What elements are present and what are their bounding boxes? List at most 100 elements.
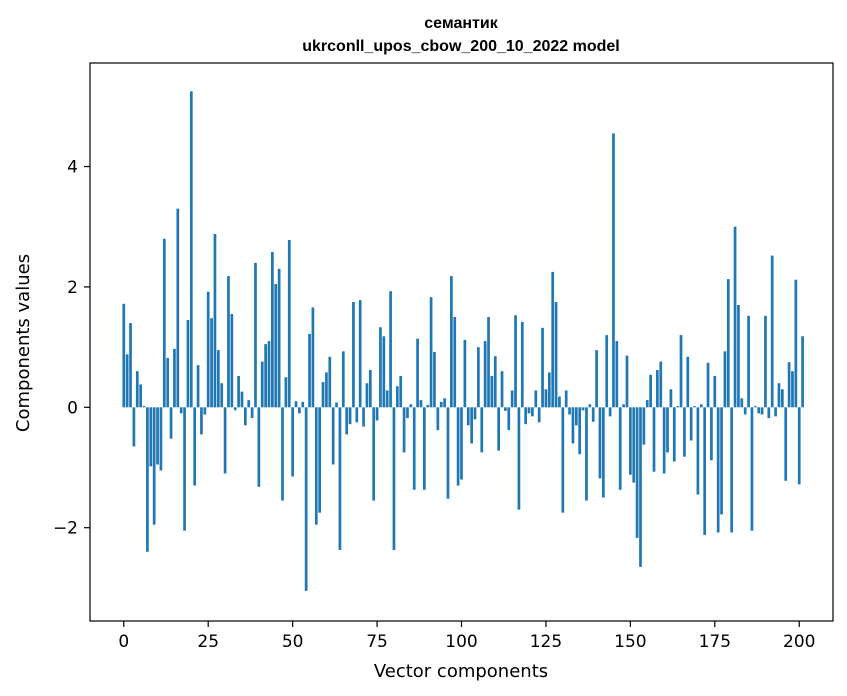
bar <box>656 369 659 408</box>
bar <box>426 404 430 408</box>
x-tick-label: 175 <box>699 632 731 652</box>
bar <box>348 407 352 425</box>
bar <box>139 384 143 408</box>
bar <box>372 407 376 501</box>
bar <box>308 333 311 408</box>
bar <box>355 407 359 423</box>
bar <box>564 390 568 408</box>
bar <box>149 407 153 467</box>
bar <box>578 407 582 455</box>
bar <box>652 407 656 472</box>
bar <box>598 407 602 479</box>
bar <box>335 402 338 408</box>
bar <box>764 315 767 408</box>
bar <box>189 91 193 408</box>
bar <box>733 226 737 408</box>
bar <box>463 339 467 408</box>
bar <box>493 356 497 408</box>
bar <box>423 407 426 490</box>
bar <box>784 407 788 481</box>
bar <box>220 383 224 408</box>
bar <box>274 283 278 408</box>
bar <box>740 398 744 408</box>
bars-group <box>122 91 804 591</box>
bar <box>132 407 136 447</box>
bar <box>514 315 517 408</box>
bar <box>757 407 761 414</box>
bar <box>176 208 180 408</box>
bar <box>591 407 595 422</box>
bar <box>504 407 507 411</box>
x-tick-label: 200 <box>783 632 815 652</box>
bar <box>510 390 514 408</box>
bar <box>227 276 230 408</box>
bar <box>240 391 244 408</box>
bar <box>257 407 261 487</box>
bar <box>125 354 129 408</box>
bar <box>642 407 646 445</box>
x-tick-label: 100 <box>445 632 477 652</box>
bar <box>527 407 531 414</box>
bar <box>794 279 798 408</box>
bar <box>625 355 629 408</box>
bar <box>791 371 794 408</box>
x-tick-label: 50 <box>282 632 304 652</box>
bar <box>605 335 609 408</box>
bar <box>443 398 446 408</box>
bar <box>406 407 409 419</box>
bar <box>439 401 443 408</box>
bar <box>601 407 605 498</box>
bar <box>264 344 267 408</box>
bar <box>672 407 676 462</box>
bar <box>331 407 335 465</box>
bar <box>456 407 460 486</box>
bar <box>122 303 126 408</box>
bar <box>223 407 227 474</box>
bar <box>517 407 521 510</box>
bar <box>244 407 247 426</box>
bar <box>774 407 777 417</box>
bar <box>142 406 146 408</box>
bar <box>466 407 470 426</box>
bar <box>780 389 784 408</box>
bar <box>720 407 723 515</box>
bar <box>551 271 555 408</box>
bar <box>281 407 284 501</box>
bar <box>713 376 717 408</box>
bar <box>531 407 534 417</box>
bar <box>156 407 159 465</box>
bar <box>497 407 500 451</box>
bar <box>470 407 473 444</box>
bar <box>260 361 264 408</box>
bar <box>676 406 679 408</box>
bar <box>574 407 578 426</box>
bar <box>460 407 463 480</box>
bar <box>699 404 703 408</box>
bar <box>585 407 588 501</box>
bar <box>213 233 217 408</box>
bar <box>524 407 528 425</box>
bar <box>558 396 561 408</box>
bar <box>358 300 362 408</box>
bar <box>291 407 294 477</box>
bar <box>250 407 254 419</box>
bar <box>743 407 747 415</box>
bar <box>179 407 183 414</box>
chart-title-line2: ukrconll_upos_cbow_200_10_2022 model <box>302 38 619 55</box>
bar <box>581 407 585 411</box>
bar <box>200 407 203 435</box>
bar <box>433 351 436 408</box>
bar <box>723 351 727 408</box>
x-tick-label: 150 <box>614 632 646 652</box>
bar <box>162 238 166 408</box>
bar <box>635 407 639 538</box>
bar <box>480 407 484 453</box>
bar <box>193 407 197 486</box>
bar <box>152 407 156 525</box>
bar <box>247 400 251 408</box>
bar <box>287 239 291 408</box>
bar <box>203 407 207 415</box>
bar <box>233 407 237 411</box>
bar <box>777 383 781 408</box>
bar <box>737 304 740 408</box>
